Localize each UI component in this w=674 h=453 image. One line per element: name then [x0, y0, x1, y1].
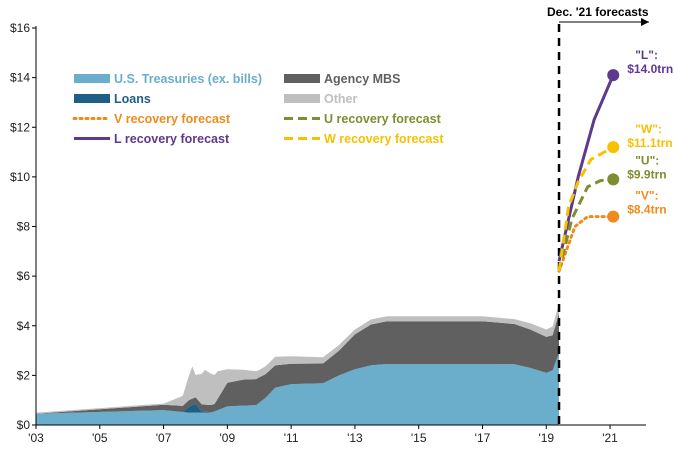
forecast-line-v [557, 215, 615, 273]
forecast-end-marker-u [607, 173, 620, 186]
legend-label-loans: Loans [114, 92, 151, 106]
x-tick-label: '07 [156, 431, 172, 445]
y-tick-label: $10 [10, 170, 30, 184]
forecast-end-marker-v [607, 210, 620, 223]
legend-label-agency-mbs: Agency MBS [324, 72, 400, 86]
x-tick-label: '19 [538, 431, 554, 445]
y-tick-label: $8 [17, 220, 31, 234]
legend: U.S. Treasuries (ex. bills) Agency MBS Loa… [72, 72, 444, 146]
forecast-end-marker-l [607, 69, 620, 82]
legend-label-u-recovery-forecast: U recovery forecast [324, 112, 442, 126]
legend-label-w-recovery-forecast: W recovery forecast [324, 132, 444, 146]
forecast-arrow-head [641, 18, 650, 26]
legend-label-v-recovery-forecast: V recovery forecast [114, 112, 231, 126]
legend-swatch-other [284, 94, 320, 103]
x-tick-label: '09 [220, 431, 236, 445]
area-u-s-treasuries-ex-bills [36, 353, 559, 425]
y-tick-label: $12 [10, 120, 30, 134]
y-tick-label: $4 [17, 319, 31, 333]
legend-swatch-agency-mbs [284, 74, 320, 83]
forecast-divider: Dec. '21 forecasts [547, 5, 650, 425]
legend-label-other: Other [324, 92, 357, 106]
legend-swatch-loans [74, 94, 110, 103]
x-tick-label: '13 [347, 431, 363, 445]
forecast-end-value-w: $11.1trn [627, 136, 672, 150]
forecast-end-value-v: $8.4trn [627, 203, 666, 217]
x-tick-label: '17 [475, 431, 491, 445]
x-tick-label: '21 [602, 431, 618, 445]
stacked-areas [36, 303, 559, 425]
legend-swatch-u-s-treasuries-ex-bills [74, 74, 110, 83]
forecast-end-label-v: "V": [635, 189, 658, 203]
forecast-annotation: Dec. '21 forecasts [547, 5, 649, 19]
area-other [36, 303, 559, 414]
y-tick-label: $14 [10, 71, 30, 85]
y-tick-label: $0 [17, 418, 31, 432]
forecast-end-marker-w [607, 141, 620, 154]
y-tick-label: $2 [17, 368, 31, 382]
forecast-end-label-u: "U": [635, 153, 659, 167]
forecast-line-w [557, 145, 614, 272]
forecast-line-u [557, 177, 614, 272]
y-tick-label: $16 [10, 21, 30, 35]
axes: $0 $2 $4 $6 $8 $10 $12 $14 $16 '03 '05 '07 '09 '11 '13… [10, 21, 646, 445]
forecast-end-value-l: $14.0trn [627, 62, 673, 76]
area-agency-mbs [36, 313, 559, 414]
legend-label-l-recovery-forecast: L recovery forecast [114, 132, 230, 146]
legend-label-u-s-treasuries-ex-bills: U.S. Treasuries (ex. bills) [114, 72, 262, 86]
forecast-end-label-l: "L": [635, 48, 658, 62]
x-tick-label: '05 [92, 431, 108, 445]
forecast-line-l [557, 74, 615, 262]
x-tick-label: '15 [411, 431, 427, 445]
forecast-end-value-u: $9.9trn [627, 167, 666, 181]
x-tick-label: '11 [284, 431, 299, 445]
x-tick-label: '03 [28, 431, 44, 445]
forecast-lines: "V":$8.4trn "U":$9.9trn "L":$14.0trn "W":$1… [557, 48, 673, 273]
y-tick-label: $6 [17, 269, 31, 283]
forecast-end-label-w: "W": [635, 122, 662, 136]
